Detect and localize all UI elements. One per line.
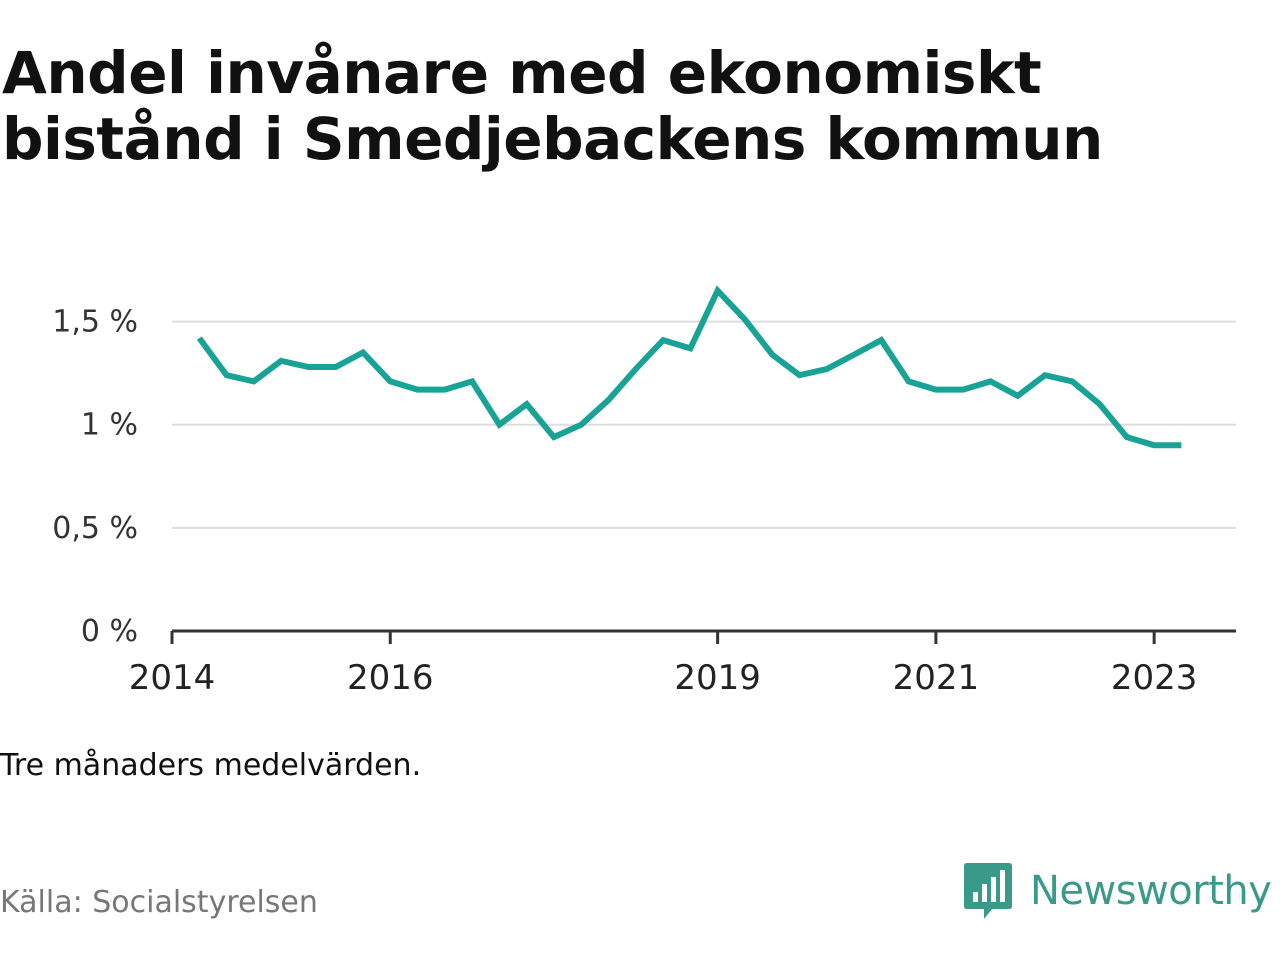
brand-logo: Newsworthy [962,862,1272,920]
y-tick-label: 0,5 % [52,511,138,546]
x-tick-label: 2023 [1111,658,1198,698]
x-tick-label: 2021 [893,658,980,698]
x-axis: 2014 2016 2019 2021 2023 [129,629,1236,698]
y-tick-label: 1,5 % [52,305,138,340]
x-tick-label: 2016 [347,658,434,698]
newsworthy-logo-icon [964,863,1012,919]
y-tick-label: 1 % [81,408,138,443]
y-tick-label: 0 % [81,614,138,649]
chart-title: Andel invånare med ekonomiskt bistånd i … [2,39,1103,173]
source-label: Källa: Socialstyrelsen [0,885,318,920]
series-line [196,285,1182,449]
brand-name: Newsworthy [1030,868,1272,914]
x-tick-label: 2019 [674,658,761,698]
chart-note: Tre månaders medelvärden. [0,748,422,783]
series-line-path [196,285,1182,449]
y-axis-tick-labels: 0 % 0,5 % 1 % 1,5 % [52,305,138,649]
gridlines [172,320,1236,529]
line-chart: 0 % 0,5 % 1 % 1,5 % 2014 2016 2019 2021 2023 [52,285,1236,698]
x-tick-label: 2014 [129,658,216,698]
